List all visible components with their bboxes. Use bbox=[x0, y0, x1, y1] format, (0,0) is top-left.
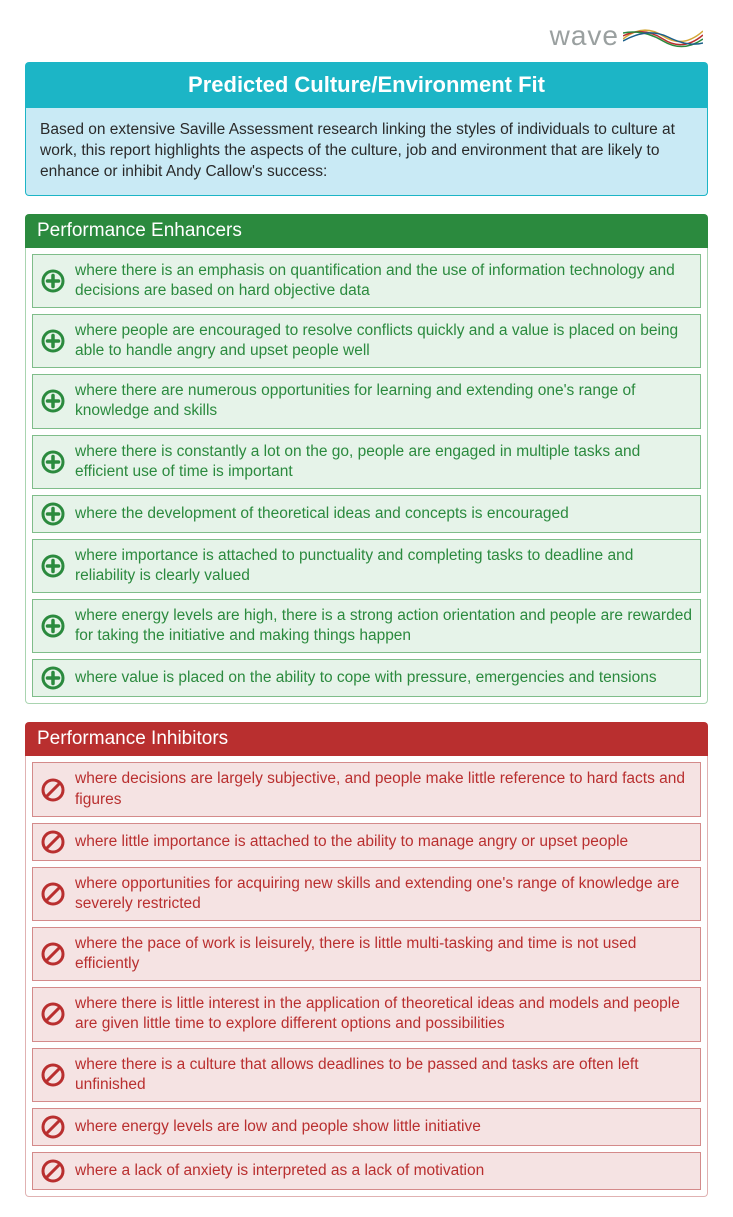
inhibitor-item: where little importance is attached to t… bbox=[32, 823, 701, 861]
enhancer-item: where the development of theoretical ide… bbox=[32, 495, 701, 533]
prohibit-icon bbox=[41, 830, 75, 854]
enhancer-item: where there are numerous opportunities f… bbox=[32, 374, 701, 428]
plus-circle-icon bbox=[41, 450, 75, 474]
inhibitor-item: where energy levels are low and people s… bbox=[32, 1108, 701, 1146]
inhibitor-text: where little importance is attached to t… bbox=[75, 832, 692, 852]
enhancer-item: where energy levels are high, there is a… bbox=[32, 599, 701, 653]
inhibitor-text: where opportunities for acquiring new sk… bbox=[75, 874, 692, 914]
enhancers-heading: Performance Enhancers bbox=[25, 214, 708, 248]
inhibitor-text: where there is little interest in the ap… bbox=[75, 994, 692, 1034]
enhancer-item: where people are encouraged to resolve c… bbox=[32, 314, 701, 368]
enhancer-text: where there is constantly a lot on the g… bbox=[75, 442, 692, 482]
plus-circle-icon bbox=[41, 502, 75, 526]
enhancer-item: where there is constantly a lot on the g… bbox=[32, 435, 701, 489]
enhancer-text: where importance is attached to punctual… bbox=[75, 546, 692, 586]
plus-circle-icon bbox=[41, 389, 75, 413]
plus-circle-icon bbox=[41, 329, 75, 353]
prohibit-icon bbox=[41, 942, 75, 966]
prohibit-icon bbox=[41, 1159, 75, 1183]
plus-circle-icon bbox=[41, 614, 75, 638]
inhibitors-section: Performance Inhibitors where decisions a… bbox=[25, 722, 708, 1196]
inhibitors-heading: Performance Inhibitors bbox=[25, 722, 708, 756]
inhibitor-item: where a lack of anxiety is interpreted a… bbox=[32, 1152, 701, 1190]
wave-swoosh-icon bbox=[623, 21, 703, 51]
plus-circle-icon bbox=[41, 269, 75, 293]
plus-circle-icon bbox=[41, 554, 75, 578]
prohibit-icon bbox=[41, 1115, 75, 1139]
inhibitor-item: where the pace of work is leisurely, the… bbox=[32, 927, 701, 981]
enhancer-text: where there is an emphasis on quantifica… bbox=[75, 261, 692, 301]
inhibitor-item: where decisions are largely subjective, … bbox=[32, 762, 701, 816]
plus-circle-icon bbox=[41, 666, 75, 690]
prohibit-icon bbox=[41, 1002, 75, 1026]
prohibit-icon bbox=[41, 778, 75, 802]
prohibit-icon bbox=[41, 1063, 75, 1087]
inhibitor-item: where there is little interest in the ap… bbox=[32, 987, 701, 1041]
enhancer-text: where the development of theoretical ide… bbox=[75, 504, 692, 524]
inhibitor-text: where a lack of anxiety is interpreted a… bbox=[75, 1161, 692, 1181]
enhancer-text: where energy levels are high, there is a… bbox=[75, 606, 692, 646]
enhancer-item: where value is placed on the ability to … bbox=[32, 659, 701, 697]
inhibitor-item: where opportunities for acquiring new sk… bbox=[32, 867, 701, 921]
enhancers-body: where there is an emphasis on quantifica… bbox=[25, 248, 708, 705]
inhibitor-text: where the pace of work is leisurely, the… bbox=[75, 934, 692, 974]
inhibitor-item: where there is a culture that allows dea… bbox=[32, 1048, 701, 1102]
enhancer-item: where importance is attached to punctual… bbox=[32, 539, 701, 593]
inhibitors-body: where decisions are largely subjective, … bbox=[25, 756, 708, 1196]
logo-area: wave bbox=[25, 20, 708, 52]
page-title: Predicted Culture/Environment Fit bbox=[25, 62, 708, 108]
inhibitor-text: where decisions are largely subjective, … bbox=[75, 769, 692, 809]
enhancers-section: Performance Enhancers where there is an … bbox=[25, 214, 708, 705]
logo-text: wave bbox=[550, 20, 619, 52]
inhibitor-text: where energy levels are low and people s… bbox=[75, 1117, 692, 1137]
enhancer-text: where value is placed on the ability to … bbox=[75, 668, 692, 688]
prohibit-icon bbox=[41, 882, 75, 906]
enhancer-text: where there are numerous opportunities f… bbox=[75, 381, 692, 421]
enhancer-text: where people are encouraged to resolve c… bbox=[75, 321, 692, 361]
intro-text: Based on extensive Saville Assessment re… bbox=[25, 108, 708, 196]
enhancer-item: where there is an emphasis on quantifica… bbox=[32, 254, 701, 308]
